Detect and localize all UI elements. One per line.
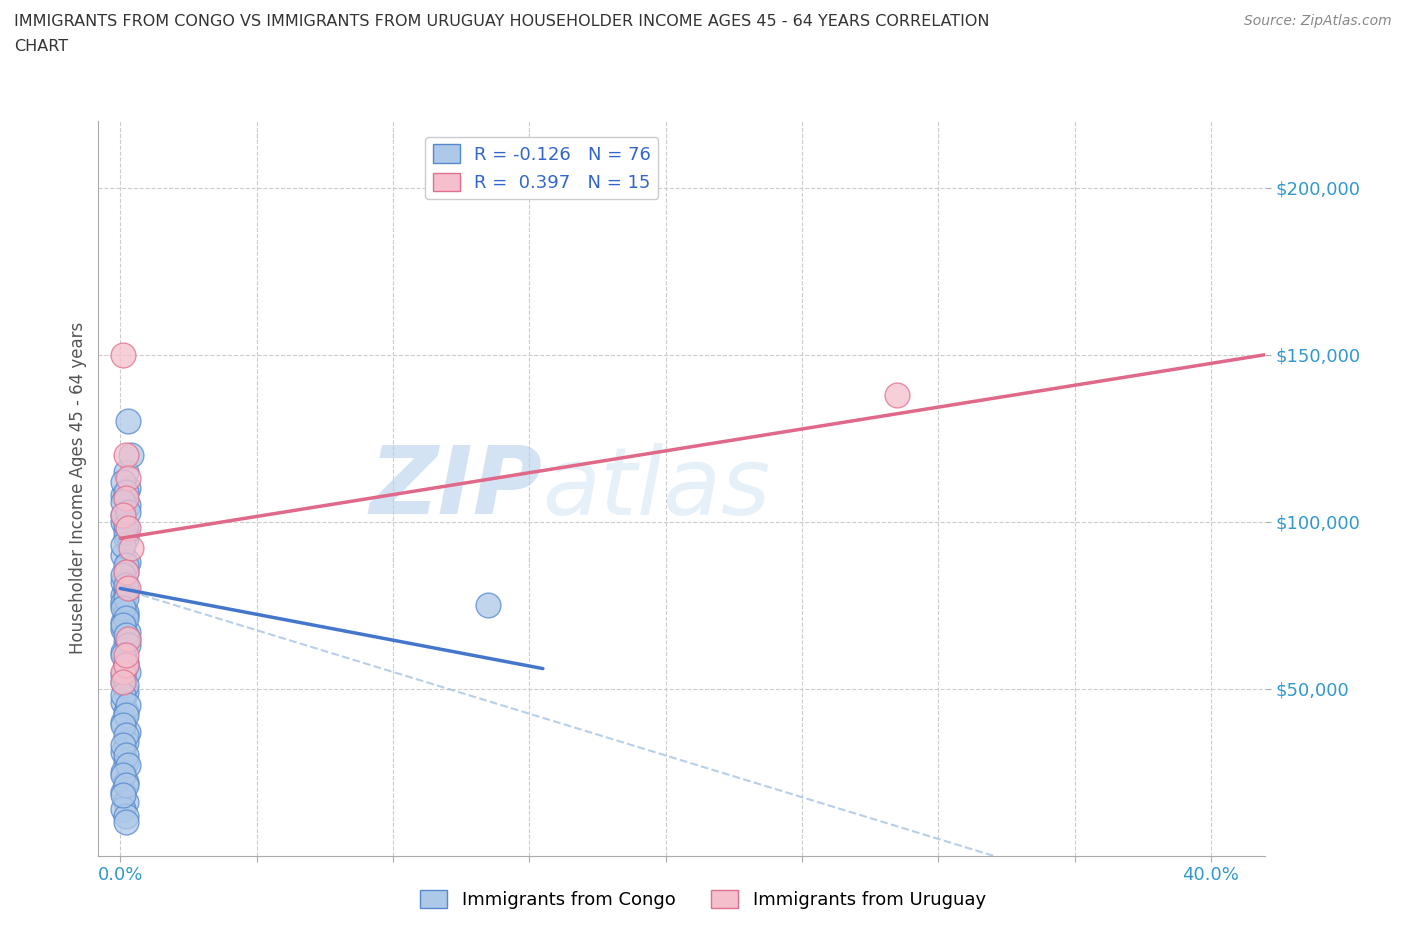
Point xyxy=(111,802,134,817)
Point xyxy=(111,764,134,779)
Point xyxy=(114,808,136,823)
Point xyxy=(111,674,134,689)
Point xyxy=(114,678,136,693)
Point xyxy=(111,644,134,659)
Point xyxy=(111,494,134,509)
Point xyxy=(114,447,136,462)
Point xyxy=(114,485,136,499)
Text: atlas: atlas xyxy=(541,443,770,534)
Point xyxy=(114,464,136,479)
Point xyxy=(111,508,134,523)
Point xyxy=(111,785,134,800)
Point xyxy=(477,598,499,613)
Point xyxy=(120,447,142,462)
Point xyxy=(117,414,139,429)
Point xyxy=(117,581,139,596)
Point xyxy=(120,541,142,556)
Point xyxy=(114,705,136,720)
Point xyxy=(117,498,139,512)
Point xyxy=(117,724,139,739)
Point xyxy=(111,347,134,362)
Text: Source: ZipAtlas.com: Source: ZipAtlas.com xyxy=(1244,14,1392,28)
Point xyxy=(117,504,139,519)
Point xyxy=(111,714,134,729)
Point xyxy=(111,538,134,552)
Point xyxy=(114,795,136,810)
Point xyxy=(114,607,136,622)
Point xyxy=(111,594,134,609)
Point xyxy=(117,631,139,646)
Point xyxy=(117,521,139,536)
Point xyxy=(114,684,136,699)
Point xyxy=(114,491,136,506)
Legend: R = -0.126   N = 76, R =  0.397   N = 15: R = -0.126 N = 76, R = 0.397 N = 15 xyxy=(426,138,658,199)
Text: CHART: CHART xyxy=(14,39,67,54)
Point xyxy=(117,631,139,646)
Point xyxy=(111,768,134,783)
Point xyxy=(111,615,134,630)
Point xyxy=(111,674,134,689)
Point xyxy=(114,565,136,579)
Point xyxy=(114,778,136,793)
Point xyxy=(117,471,139,485)
Point xyxy=(114,815,136,830)
Point xyxy=(114,628,136,643)
Point xyxy=(111,788,134,803)
Point xyxy=(111,575,134,590)
Point xyxy=(114,655,136,670)
Point xyxy=(111,621,134,636)
Point xyxy=(114,658,136,672)
Legend: Immigrants from Congo, Immigrants from Uruguay: Immigrants from Congo, Immigrants from U… xyxy=(413,883,993,916)
Point xyxy=(111,588,134,603)
Text: IMMIGRANTS FROM CONGO VS IMMIGRANTS FROM URUGUAY HOUSEHOLDER INCOME AGES 45 - 64: IMMIGRANTS FROM CONGO VS IMMIGRANTS FROM… xyxy=(14,14,990,29)
Point xyxy=(111,618,134,632)
Point xyxy=(111,487,134,502)
Point xyxy=(111,548,134,563)
Point xyxy=(114,604,136,619)
Point xyxy=(114,591,136,606)
Point xyxy=(114,531,136,546)
Point xyxy=(111,688,134,703)
Point xyxy=(114,658,136,672)
Point xyxy=(117,638,139,653)
Point xyxy=(111,648,134,663)
Point xyxy=(117,698,139,712)
Point xyxy=(111,601,134,616)
Point xyxy=(117,664,139,679)
Point xyxy=(111,664,134,679)
Point xyxy=(111,718,134,733)
Point xyxy=(114,708,136,723)
Point xyxy=(111,738,134,753)
Point xyxy=(114,581,136,596)
Point xyxy=(111,567,134,582)
Point xyxy=(114,611,136,626)
Point xyxy=(111,695,134,710)
Point xyxy=(117,481,139,496)
Point xyxy=(117,624,139,639)
Point xyxy=(114,558,136,573)
Point xyxy=(114,735,136,750)
Text: ZIP: ZIP xyxy=(368,443,541,534)
Y-axis label: Householder Income Ages 45 - 64 years: Householder Income Ages 45 - 64 years xyxy=(69,322,87,655)
Point xyxy=(114,634,136,649)
Point xyxy=(114,578,136,592)
Point xyxy=(886,387,908,402)
Point xyxy=(114,648,136,663)
Point xyxy=(114,584,136,599)
Point xyxy=(111,474,134,489)
Point xyxy=(111,508,134,523)
Point xyxy=(114,728,136,743)
Point xyxy=(114,565,136,579)
Point xyxy=(111,514,134,529)
Point xyxy=(114,517,136,532)
Point xyxy=(117,758,139,773)
Point xyxy=(114,525,136,539)
Point xyxy=(114,775,136,790)
Point xyxy=(117,554,139,569)
Point xyxy=(111,668,134,683)
Point xyxy=(111,598,134,613)
Point xyxy=(114,748,136,763)
Point xyxy=(111,745,134,760)
Point xyxy=(114,754,136,769)
